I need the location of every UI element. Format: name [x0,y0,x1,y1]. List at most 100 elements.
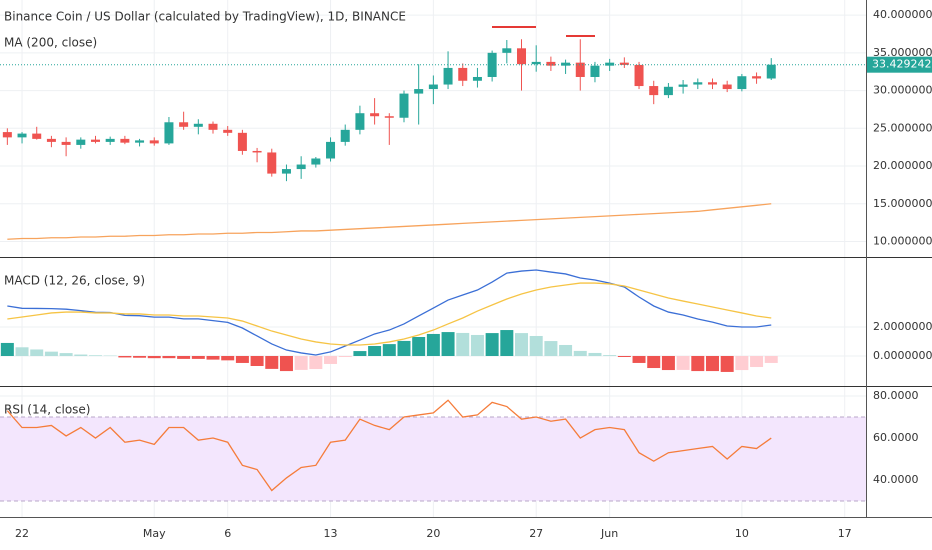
x-tick-label: 27 [529,527,543,540]
candle-body [561,62,571,66]
candle-body [575,62,585,77]
histogram-bar [515,333,529,356]
histogram-bar [133,355,147,358]
series-line [7,203,772,240]
histogram-bar [382,344,396,356]
histogram-bar [221,355,235,361]
candle-body [707,82,717,85]
histogram-bar [279,355,293,372]
candle-body [61,141,71,145]
candle-body [208,123,218,130]
histogram-bar [309,355,323,370]
candle-body [281,169,291,174]
last-price-label: 33.4292422 [872,58,932,71]
histogram-bar [544,341,558,356]
candle-body [355,113,365,130]
series-line [7,282,772,346]
y-tick-label: 10.0000000 [873,235,932,248]
candle-body [193,123,203,127]
histogram-bar [412,337,426,356]
x-tick-label: 6 [224,527,231,540]
candle-body [678,84,688,87]
candle-body [46,138,56,142]
candle-body [458,67,468,81]
histogram-bar [485,333,499,356]
histogram-bar [632,355,646,363]
candle-body [649,86,659,96]
histogram-bar [368,345,382,356]
y-tick-label: 25.0000000 [873,121,932,134]
candle-body [76,139,86,145]
histogram-bar [59,353,73,356]
candle-body [223,129,233,133]
legend-entry: MA (200, close) [4,36,97,50]
candle-body [531,61,541,65]
histogram-bar [647,355,661,369]
y-tick-label: 80.0000 [873,389,919,402]
histogram-bar [573,350,587,356]
candle-body [2,132,12,138]
candle-body [546,61,556,66]
candle-body [752,76,762,79]
histogram-bar [265,355,279,369]
histogram-bar [0,342,14,356]
histogram-bar [470,334,484,356]
candle-body [105,138,115,142]
histogram-bar [661,355,675,371]
y-tick-label: 40.0000000 [873,8,932,21]
x-tick-label: 10 [735,527,749,540]
candle-body [340,129,350,142]
y-tick-label: 35.0000000 [873,46,932,59]
candle-body [149,140,159,144]
histogram-bar [88,355,102,356]
candle-body [237,132,247,151]
y-tick-label: 15.0000000 [873,197,932,210]
histogram-bar [500,330,514,356]
histogram-bar [397,340,411,356]
pane-title: MACD (12, 26, close, 9) [4,274,145,288]
x-tick-label: 20 [426,527,440,540]
histogram-bar [162,355,176,359]
candle-body [267,152,277,174]
histogram-bar [235,355,249,363]
candle-body [605,62,615,66]
histogram-bar [603,355,617,356]
candle-body [428,84,438,90]
x-tick-label: 22 [15,527,29,540]
candle-body [90,139,100,142]
candle-body [370,113,380,117]
y-tick-label: 40.0000 [873,473,919,486]
histogram-bar [456,332,470,356]
y-tick-label: 20.0000000 [873,159,932,172]
histogram-bar [617,355,631,358]
candle-body [634,64,644,87]
candle-body [517,48,527,65]
histogram-bar [676,355,690,370]
candle-body [472,76,482,81]
x-tick-label: 13 [324,527,338,540]
y-tick-label: 2.0000000 [873,320,932,333]
labels-layer: Binance Coin / US Dollar (calculated by … [4,8,932,540]
histogram-bar [588,352,602,356]
series-line [6,399,772,492]
candle-body [384,116,394,118]
histogram-bar [177,355,191,359]
candle-body [443,67,453,85]
histogram-bar [74,354,88,356]
histogram-bar [441,332,455,356]
x-tick-label: 17 [838,527,852,540]
candle-body [296,164,306,170]
x-tick-label: May [143,527,166,540]
candle-body [722,84,732,90]
candle-body [663,86,673,96]
candle-body [164,122,174,144]
histogram-bar [191,355,205,359]
histogram-bar [338,355,352,358]
series-line [7,269,772,356]
histogram-bar [705,355,719,372]
histogram-bar [118,355,132,358]
candle-body [179,122,189,127]
pane-title: RSI (14, close) [4,403,90,417]
